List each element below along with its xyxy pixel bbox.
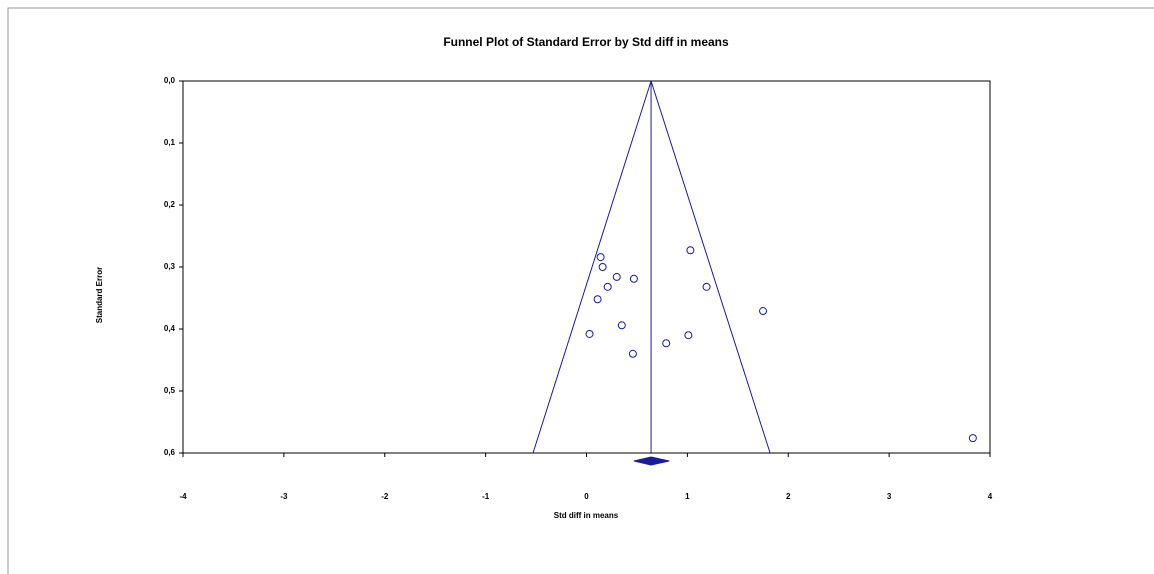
y-tick-label: 0,3 bbox=[164, 262, 176, 271]
x-axis-label: Std diff in means bbox=[554, 511, 619, 520]
study-point bbox=[628, 349, 637, 358]
y-axis-label: Standard Error bbox=[95, 267, 104, 323]
y-tick-label: 0,5 bbox=[164, 386, 176, 395]
study-point bbox=[612, 272, 621, 281]
frame bbox=[7, 7, 1154, 574]
study-point bbox=[596, 253, 605, 262]
chart-title: Funnel Plot of Standard Error by Std dif… bbox=[443, 35, 729, 49]
funnel-edge bbox=[532, 80, 652, 454]
study-point bbox=[593, 295, 602, 304]
x-tick-label: 4 bbox=[988, 492, 993, 501]
study-point bbox=[968, 434, 977, 443]
x-tick-label: -3 bbox=[280, 492, 288, 501]
study-point bbox=[629, 274, 638, 283]
y-tick-label: 0,4 bbox=[164, 324, 176, 333]
y-tick-label: 0,0 bbox=[164, 76, 176, 85]
study-point bbox=[617, 321, 626, 330]
y-tick-label: 0,2 bbox=[164, 200, 176, 209]
x-tick-label: 0 bbox=[584, 492, 589, 501]
study-point bbox=[684, 331, 693, 340]
y-tick-label: 0,6 bbox=[164, 448, 176, 457]
study-point bbox=[603, 282, 612, 291]
x-tick-label: 2 bbox=[786, 492, 791, 501]
x-tick-label: -1 bbox=[482, 492, 490, 501]
x-tick-label: -2 bbox=[381, 492, 389, 501]
y-tick-label: 0,1 bbox=[164, 138, 176, 147]
study-point bbox=[759, 307, 768, 316]
x-tick-label: -4 bbox=[179, 492, 187, 501]
study-point bbox=[585, 329, 594, 338]
plot-area bbox=[182, 80, 991, 454]
study-point bbox=[662, 339, 671, 348]
study-point bbox=[598, 263, 607, 271]
combined-diamond bbox=[633, 456, 670, 466]
study-point bbox=[702, 282, 711, 291]
study-point bbox=[686, 246, 695, 255]
x-tick-label: 1 bbox=[685, 492, 690, 501]
funnel-edge bbox=[650, 80, 771, 454]
x-tick-label: 3 bbox=[887, 492, 892, 501]
